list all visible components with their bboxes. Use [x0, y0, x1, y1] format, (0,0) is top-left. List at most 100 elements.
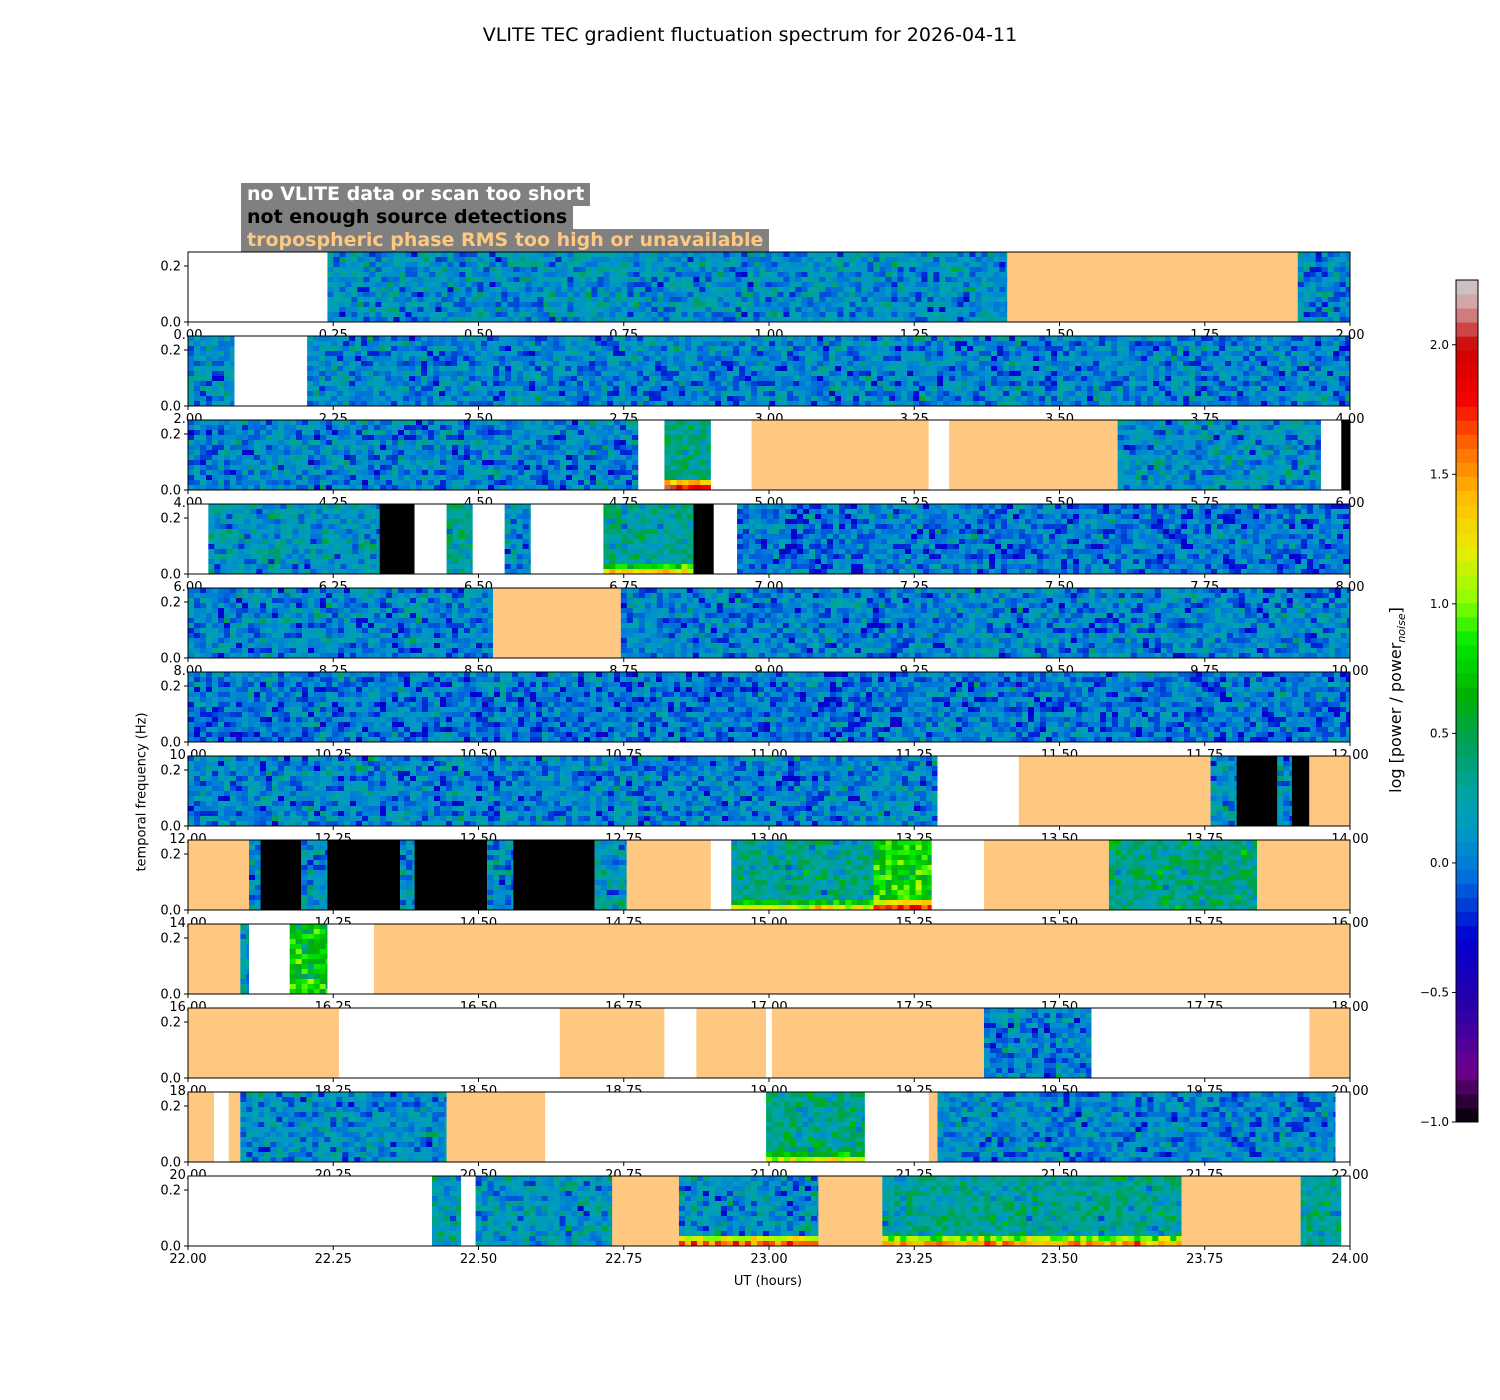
spectrum-cell: [577, 381, 584, 387]
spectrum-cell: [945, 267, 952, 273]
spectrum-cell: [777, 307, 784, 313]
spectrum-cell: [571, 361, 578, 367]
spectrum-cell: [1303, 376, 1310, 382]
spectrum-cell: [433, 341, 440, 347]
spectrum-cell: [639, 312, 646, 318]
spectrum-cell: [757, 391, 764, 397]
spectrum-cell: [507, 252, 514, 258]
spectrum-cell: [921, 272, 928, 278]
spectrum-cell: [511, 371, 518, 377]
spectrum-cell: [339, 252, 346, 258]
spectrum-cell: [421, 341, 428, 347]
spectrum-cell: [409, 371, 416, 377]
spectrum-cell: [687, 252, 694, 258]
spectrum-cell: [913, 366, 920, 372]
spectrum-cell: [1333, 292, 1341, 298]
spectrum-cell: [1117, 396, 1124, 402]
spectrum-cell: [603, 272, 610, 278]
spectrum-cell: [721, 366, 728, 372]
spectrum-cell: [637, 356, 644, 362]
spectrum-cell: [433, 371, 440, 377]
spectrum-cell: [943, 336, 950, 342]
spectrum-cell: [194, 480, 201, 486]
spectrum-cell: [651, 307, 658, 313]
spectrum-cell: [434, 420, 441, 426]
spectrum-cell: [1249, 401, 1256, 407]
spectrum-cell: [511, 381, 518, 387]
spectrum-cell: [447, 267, 454, 273]
spectrum-cell: [801, 277, 808, 283]
spectrum-cell: [973, 366, 980, 372]
spectrum-cell: [789, 272, 796, 278]
spectrum-cell: [547, 361, 554, 367]
spectrum-cell: [861, 297, 868, 303]
spectrum-cell: [1093, 396, 1100, 402]
spectrum-cell: [627, 262, 634, 268]
spectrum-cell: [290, 485, 297, 491]
spectrum-cell: [765, 262, 772, 268]
spectrum-cell: [325, 351, 332, 357]
spectrum-cell: [517, 361, 524, 367]
spectrum-cell: [1321, 381, 1328, 387]
spectrum-cell: [363, 292, 370, 298]
spectrum-cell: [685, 341, 692, 347]
spectrum-cell: [1345, 292, 1351, 298]
spectrum-cell: [643, 346, 650, 352]
spectrum-cell: [327, 262, 334, 268]
spectrum-cell: [417, 262, 424, 268]
spectrum-cell: [843, 312, 850, 318]
spectrum-cell: [357, 312, 364, 318]
spectrum-cell: [987, 287, 994, 293]
spectrum-cell: [357, 307, 364, 313]
spectrum-cell: [194, 455, 201, 461]
spectrum-cell: [423, 282, 430, 288]
spectrum-cell: [439, 371, 446, 377]
spectrum-cell: [440, 475, 447, 481]
spectrum-cell: [1345, 267, 1351, 273]
spectrum-cell: [985, 401, 992, 407]
spectrum-cell: [194, 376, 201, 382]
spectrum-cell: [1063, 366, 1070, 372]
spectrum-cell: [350, 480, 357, 486]
spectrum-cell: [445, 396, 452, 402]
spectrum-cell: [859, 376, 866, 382]
spectrum-cell: [963, 317, 970, 323]
spectrum-cell: [1309, 371, 1316, 377]
spectrum-cell: [290, 475, 297, 481]
spectrum-cell: [218, 460, 225, 466]
spectrum-cell: [615, 272, 622, 278]
spectrum-cell: [429, 267, 436, 273]
spectrum-cell: [517, 356, 524, 362]
spectrum-cell: [1303, 312, 1311, 318]
spectrum-cell: [493, 341, 500, 347]
spectrum-cell: [242, 445, 249, 451]
spectrum-cell: [745, 401, 752, 407]
spectrum-cell: [573, 317, 580, 323]
spectrum-cell: [523, 376, 530, 382]
spectrum-cell: [439, 336, 446, 342]
spectrum-cell: [901, 366, 908, 372]
spectrum-cell: [373, 361, 380, 367]
spectrum-cell: [356, 440, 363, 446]
spectrum-cell: [1303, 356, 1310, 362]
spectrum-cell: [895, 371, 902, 377]
spectrum-cell: [367, 341, 374, 347]
spectrum-cell: [969, 317, 976, 323]
spectrum-cell: [643, 381, 650, 387]
spectrum-cell: [1005, 267, 1008, 273]
spectrum-cell: [757, 376, 764, 382]
spectrum-cell: [470, 450, 477, 456]
spectrum-cell: [1255, 401, 1262, 407]
spectrum-cell: [351, 317, 358, 323]
spectrum-cell: [452, 465, 459, 471]
spectrum-cell: [591, 262, 598, 268]
spectrum-cell: [1165, 381, 1172, 387]
spectrum-cell: [1165, 336, 1172, 342]
spectrum-cell: [452, 450, 459, 456]
spectrum-cell: [1231, 366, 1238, 372]
spectrum-cell: [921, 262, 928, 268]
spectrum-cell: [997, 336, 1004, 342]
spectrum-cell: [765, 317, 772, 323]
spectrum-cell: [709, 391, 716, 397]
spectrum-cell: [579, 302, 586, 308]
